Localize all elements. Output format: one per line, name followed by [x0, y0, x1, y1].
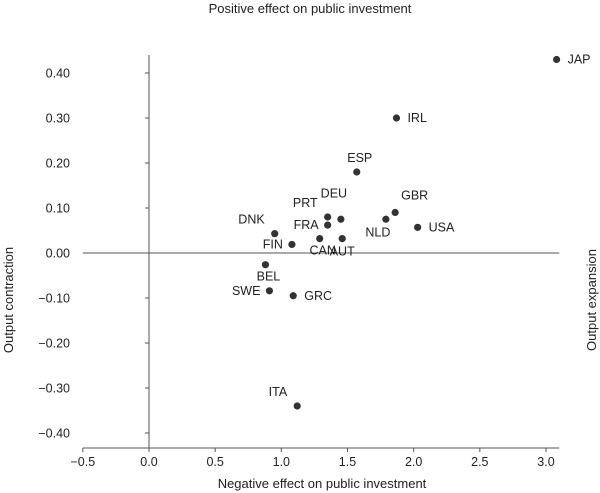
data-point-ita	[293, 402, 301, 410]
top-axis-label: Positive effect on public investment	[209, 1, 412, 16]
data-label-deu: DEU	[321, 186, 347, 200]
x-tick-label: 2.5	[471, 455, 488, 469]
data-label-esp: ESP	[347, 151, 372, 165]
data-label-dnk: DNK	[238, 213, 265, 227]
data-label-fra: FRA	[294, 218, 320, 232]
data-label-nld: NLD	[365, 225, 390, 239]
data-point-aut	[338, 235, 346, 243]
data-point-bel	[261, 261, 270, 269]
data-label-ita: ITA	[269, 385, 288, 399]
x-axis-label: Negative effect on public investment	[218, 476, 427, 491]
data-label-prt: PRT	[293, 196, 318, 210]
y-tick-label: 0.10	[46, 202, 70, 216]
data-point-irl	[392, 114, 401, 122]
x-tick-label: −0.5	[70, 455, 95, 469]
x-tick-label: 0.5	[206, 455, 223, 469]
data-label-aut: AUT	[330, 245, 355, 259]
data-point-dnk	[271, 230, 279, 238]
y-axis-label: Output contraction	[1, 247, 16, 353]
data-point-esp	[353, 168, 361, 176]
data-point-gbr	[391, 208, 399, 217]
data-label-irl: IRL	[407, 111, 427, 125]
ticks: −0.5 0.0 0.5 1.0 1.5 2.0 2.5 3.0 0.40 0.30 0.20 0.1…	[38, 67, 554, 470]
x-tick-label: 1.5	[339, 455, 356, 469]
y-tick-label: 0.20	[46, 157, 70, 171]
x-tick-label: 2.0	[405, 455, 422, 469]
data-point-swe	[265, 287, 274, 295]
y-tick-label: 0.30	[46, 112, 70, 126]
x-tick-label: 0.0	[140, 455, 157, 469]
y-tick-label: 0.00	[46, 247, 70, 261]
data-point-deu	[337, 215, 345, 223]
data-label-bel: BEL	[257, 270, 281, 284]
data-label-gbr: GBR	[401, 189, 428, 203]
data-label-usa: USA	[429, 220, 455, 234]
y2-axis-label: Output expansion	[584, 249, 599, 351]
data-label-can: CAN	[310, 244, 336, 258]
data-point-fra	[324, 221, 332, 229]
x-tick-label: 3.0	[537, 455, 554, 469]
y-tick-label: 0.40	[46, 67, 70, 81]
y-tick-label: −0.30	[38, 382, 70, 396]
data-label-jap: JAP	[568, 53, 591, 67]
data-label-grc: GRC	[304, 289, 332, 303]
data-point-jap	[552, 55, 561, 64]
data-point-usa	[414, 223, 422, 231]
data-point-nld	[382, 215, 390, 223]
x-tick-label: 1.0	[273, 455, 290, 469]
y-tick-label: −0.20	[38, 337, 70, 351]
data-label-fin: FIN	[263, 237, 283, 251]
data-point-grc	[289, 292, 297, 300]
data-point-prt	[324, 213, 332, 221]
y-tick-label: −0.40	[38, 427, 70, 441]
data-point-fin	[288, 240, 296, 249]
y-tick-label: −0.10	[38, 292, 70, 306]
data-label-swe: SWE	[232, 284, 260, 298]
data-point-can	[316, 235, 324, 243]
